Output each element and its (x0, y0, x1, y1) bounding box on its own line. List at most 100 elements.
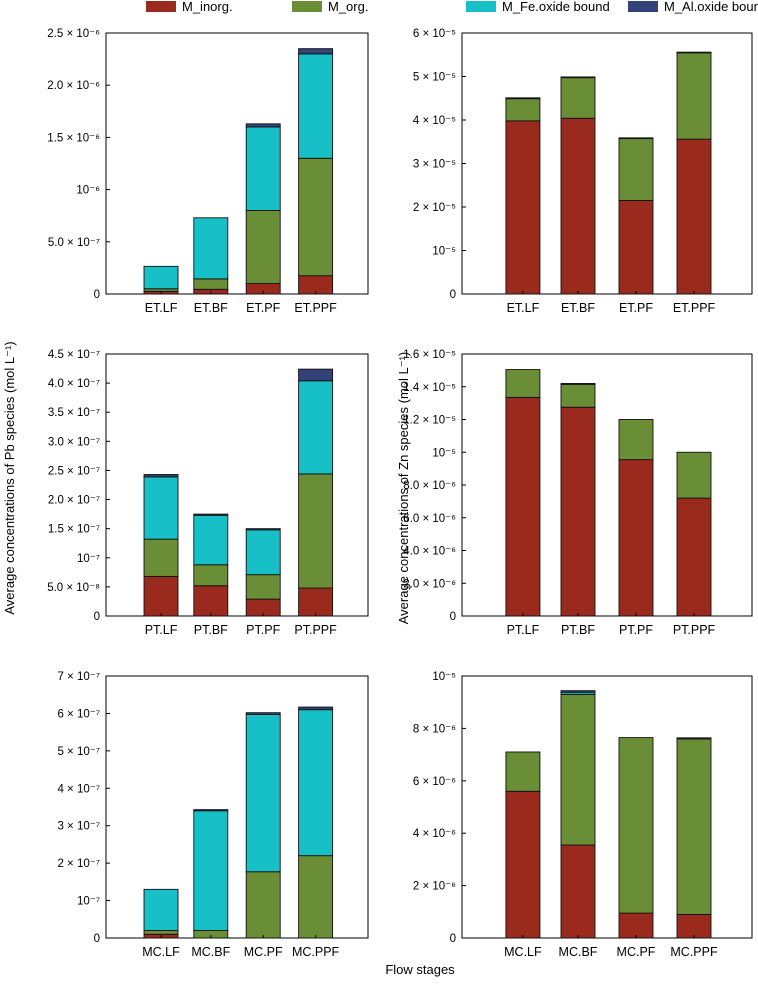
panel-middle-right: 0 2.0 × 10⁻⁶ 4.0 × 10⁻⁶ 6.0 × 10⁻⁶ 8.0 × 10⁻… (403, 349, 753, 637)
bar-segment (676, 51, 712, 54)
y-tick-label: 6.0 × 10⁻⁶ (403, 513, 456, 525)
bar-segment (676, 913, 712, 939)
bar-segment (618, 137, 654, 140)
legend-swatch (292, 1, 322, 12)
bar-segment (245, 712, 281, 716)
bar-stack-PT.BF (193, 513, 229, 617)
bar-segment (298, 587, 334, 617)
bar-segment (618, 737, 654, 914)
bar-segment (676, 738, 712, 915)
y-tick-label: 3 × 10⁻⁵ (413, 159, 456, 171)
bar-segment (298, 157, 334, 277)
bar-stack-PT.PF (618, 419, 654, 617)
legend: M_inorg. M_org. M_Fe.oxide bound M_Al.oxide… (146, 0, 758, 14)
legend-label: M_inorg. (182, 0, 233, 14)
x-tick-label: MC.BF (559, 945, 598, 959)
bar-stack-ET.LF (505, 97, 541, 295)
y-tick-label: 3.5 × 10⁻⁷ (48, 407, 100, 419)
bar-segment (618, 459, 654, 617)
plot-frame (461, 675, 753, 939)
panel-top-right: 0 10⁻⁵ 2 × 10⁻⁵ 3 × 10⁻⁵ 4 × 10⁻⁵ 5 × 10⁻⁵ 6 ×… (413, 28, 753, 315)
y-tick-label: 0 (94, 933, 100, 945)
legend-swatch (628, 1, 658, 12)
bar-segment (143, 575, 179, 617)
bar-segment (245, 123, 281, 128)
x-tick-label: MC.PPF (292, 945, 340, 959)
bar-segment (245, 871, 281, 939)
bar-segment (298, 48, 334, 55)
bar-segment (618, 419, 654, 461)
bar-segment (143, 930, 179, 935)
y-tick-label: 0 (94, 611, 100, 623)
x-tick-label: MC.PPF (670, 945, 718, 959)
x-axis-label: Flow stages (385, 962, 455, 977)
legend-item: M_org. (292, 0, 368, 14)
legend-swatch (146, 1, 176, 12)
bar-segment (560, 693, 596, 846)
y-tick-label: 10⁻⁷ (77, 896, 100, 908)
bar-segment (505, 790, 541, 939)
x-tick-label: PT.LF (145, 623, 178, 637)
bar-segment (676, 52, 712, 140)
y-tick-label: 0 (450, 933, 456, 945)
bar-segment (193, 810, 229, 931)
bar-stack-ET.PF (245, 123, 281, 295)
x-tick-label: MC.PF (244, 945, 283, 959)
legend-item: M_inorg. (146, 0, 233, 14)
bar-segment (143, 476, 179, 540)
y-tick-label: 1.4 × 10⁻⁵ (403, 382, 456, 394)
bar-segment (505, 396, 541, 617)
legend-swatch (466, 1, 496, 12)
y-tick-label: 8 × 10⁻⁶ (413, 723, 456, 735)
bar-stack-MC.PF (618, 737, 654, 939)
plot-frame (105, 32, 369, 295)
y-tick-label: 1.5 × 10⁻⁶ (47, 132, 100, 144)
bar-stack-PT.LF (143, 474, 179, 617)
bar-segment (560, 844, 596, 939)
y-tick-label: 10⁻⁵ (432, 246, 456, 258)
x-tick-label: ET.PPF (294, 301, 337, 315)
legend-label: M_Fe.oxide bound (502, 0, 610, 14)
x-tick-label: PT.LF (507, 623, 540, 637)
y-tick-label: 6 × 10⁻⁷ (57, 708, 100, 720)
bar-segment (505, 97, 541, 100)
y-tick-label: 4 × 10⁻⁵ (413, 115, 456, 127)
x-tick-label: PT.PPF (673, 623, 716, 637)
bar-segment (560, 117, 596, 295)
bar-stack-MC.BF (560, 690, 596, 939)
y-axis-label-pb: Average concentrations of Pb species (mo… (2, 341, 17, 614)
bar-stack-PT.LF (505, 369, 541, 617)
bar-segment (298, 473, 334, 589)
panel-top-left: 0 5.0 × 10⁻⁷ 10⁻⁶ 1.5 × 10⁻⁶ 2.0 × 10⁻⁶ 2.5 ×… (47, 28, 369, 315)
bar-segment (560, 383, 596, 385)
x-tick-label: ET.PPF (673, 301, 716, 315)
y-tick-label: 10⁻⁷ (77, 553, 100, 565)
x-tick-label: PT.BF (561, 623, 595, 637)
bar-segment (298, 855, 334, 939)
bar-stack-MC.PF (245, 712, 281, 939)
bar-segment (505, 98, 541, 122)
y-tick-label: 2.5 × 10⁻⁷ (48, 465, 100, 477)
y-tick-label: 4.5 × 10⁻⁷ (48, 349, 100, 361)
bar-segment (245, 528, 281, 531)
bar-segment (618, 137, 654, 201)
bar-segment (676, 737, 712, 740)
y-tick-label: 5 × 10⁻⁷ (57, 746, 100, 758)
y-tick-label: 2.0 × 10⁻⁶ (403, 578, 456, 590)
y-tick-label: 2 × 10⁻⁷ (57, 858, 100, 870)
bar-stack-ET.LF (143, 265, 179, 295)
bar-segment (560, 406, 596, 617)
x-tick-label: ET.PF (246, 301, 280, 315)
y-tick-label: 5 × 10⁻⁵ (413, 72, 456, 84)
bar-segment (505, 751, 541, 792)
bar-segment (193, 585, 229, 617)
y-tick-label: 10⁻⁵ (432, 671, 456, 683)
bar-segment (193, 514, 229, 566)
y-tick-label: 4.0 × 10⁻⁶ (403, 546, 456, 558)
y-tick-label: 2 × 10⁻⁵ (413, 202, 456, 214)
bar-stack-ET.PF (618, 137, 654, 295)
x-tick-label: MC.LF (504, 945, 542, 959)
bar-stack-PT.PPF (298, 368, 334, 617)
y-tick-label: 5.0 × 10⁻⁸ (47, 582, 100, 594)
